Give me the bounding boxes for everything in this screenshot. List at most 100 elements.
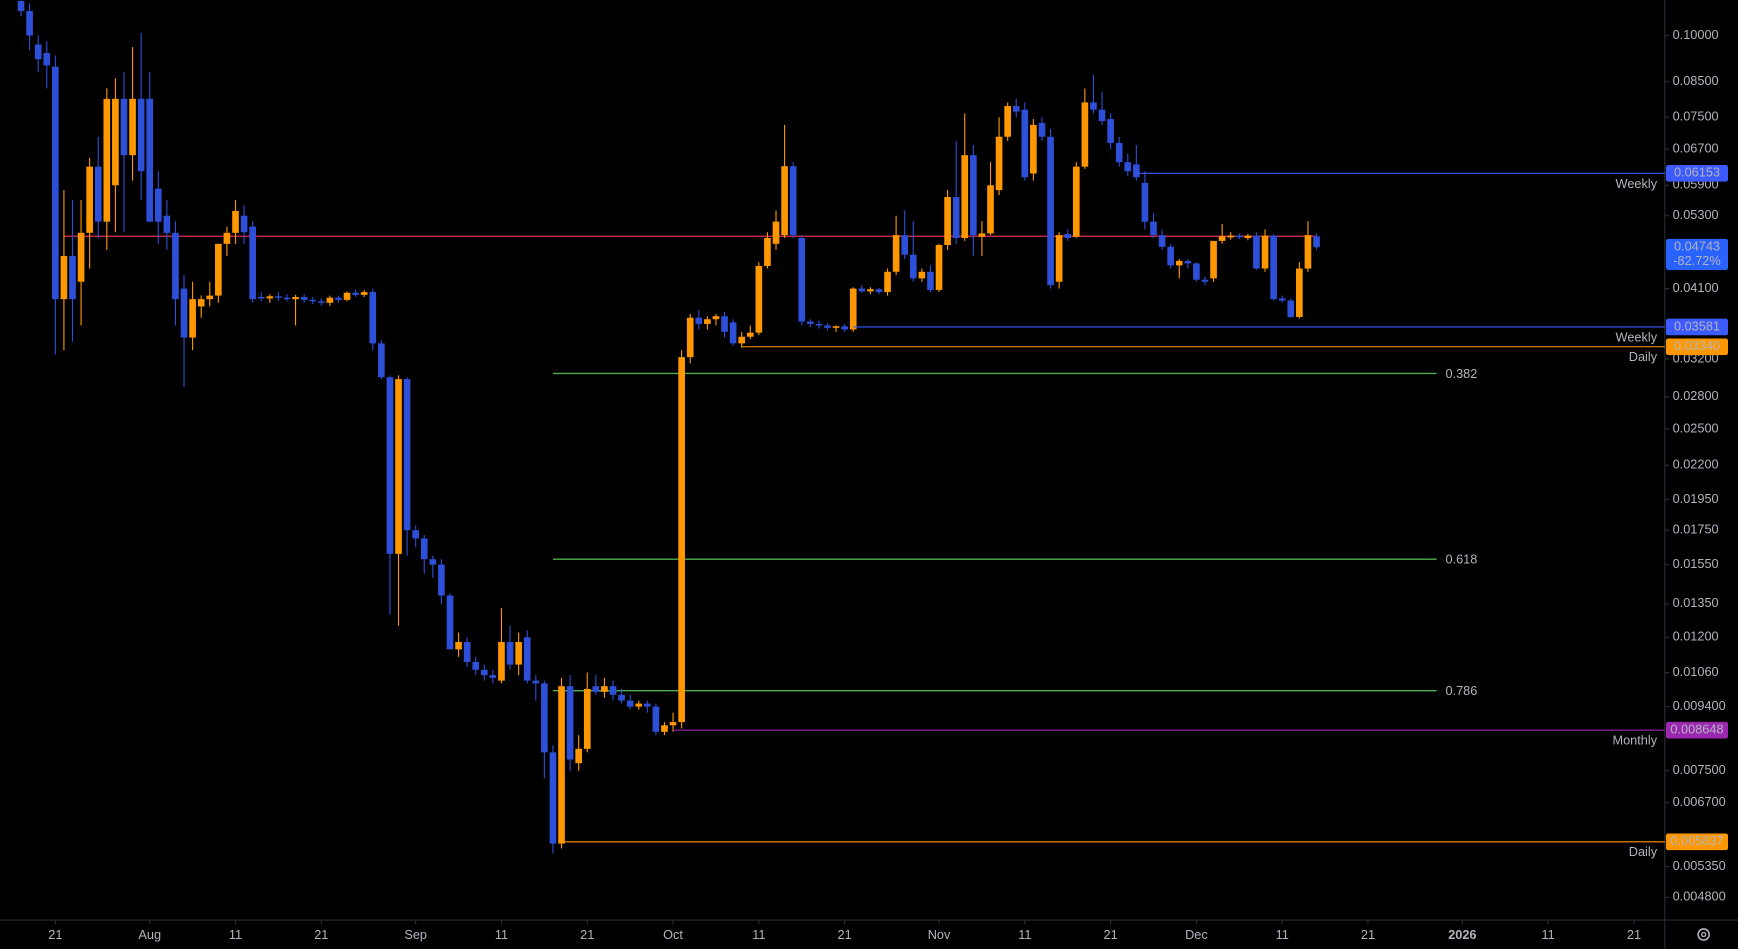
- candle-body: [463, 642, 471, 662]
- level-name: Daily: [1629, 844, 1658, 859]
- candle-body: [52, 66, 59, 300]
- level-name: Monthly: [1612, 733, 1657, 748]
- candle-body: [944, 197, 951, 246]
- candle-body: [43, 53, 51, 66]
- candle-body: [240, 215, 248, 233]
- candle-body: [755, 265, 763, 333]
- candle-body: [335, 297, 342, 300]
- y-tick-label: 0.01350: [1673, 595, 1719, 610]
- candle-body: [77, 232, 85, 282]
- candle-body: [249, 226, 256, 300]
- candle-body: [721, 316, 728, 332]
- x-tick-label: Nov: [928, 927, 951, 942]
- candle-body: [875, 289, 883, 293]
- candle-body: [232, 210, 239, 233]
- candle-body: [807, 321, 814, 324]
- x-tick-label: Sep: [404, 927, 427, 942]
- candle-body: [867, 289, 874, 292]
- candle-body: [395, 379, 402, 554]
- candle-body: [197, 299, 205, 307]
- candle-body: [309, 299, 317, 302]
- y-tick-label: 0.08500: [1673, 73, 1719, 88]
- x-tick-label: 11: [495, 927, 508, 942]
- candle-body: [643, 703, 651, 707]
- candle-body: [343, 292, 351, 300]
- candle-body: [206, 295, 214, 300]
- candle-body: [369, 292, 377, 344]
- candle-body: [909, 254, 917, 279]
- candle-body: [292, 297, 299, 300]
- candle-body: [601, 686, 608, 692]
- candle-body: [772, 221, 780, 244]
- y-tick-label: 0.004800: [1673, 889, 1726, 904]
- candle-body: [129, 98, 136, 156]
- last-price-tag-box: [1665, 238, 1729, 270]
- candle-body: [326, 297, 334, 303]
- x-tick-label: 2026: [1448, 927, 1476, 942]
- x-tick-label: 21: [48, 927, 62, 942]
- candle-body: [1038, 122, 1046, 137]
- level-price-tag: 0.008648: [1670, 722, 1723, 737]
- y-tick-label: 0.01750: [1673, 522, 1719, 537]
- candle-body: [163, 215, 171, 233]
- candle-body: [1235, 235, 1243, 238]
- candle-body: [403, 379, 411, 531]
- level-price-tag: 0.005837: [1670, 833, 1723, 848]
- candle-body: [1253, 235, 1260, 269]
- settings-gear-hub[interactable]: [1700, 931, 1707, 938]
- candle-body: [1021, 109, 1029, 178]
- y-tick-label: 0.01550: [1673, 556, 1719, 571]
- candle-body: [69, 255, 76, 300]
- candle-body: [532, 680, 540, 684]
- fib-label: 0.382: [1445, 366, 1477, 381]
- fib-label: 0.786: [1445, 683, 1477, 698]
- candle-body: [1012, 106, 1020, 112]
- candle-body: [515, 642, 522, 665]
- candle-body: [764, 237, 771, 266]
- candle-body: [257, 297, 265, 299]
- candle-body: [1090, 102, 1097, 110]
- candle-body: [86, 166, 93, 233]
- candle-body: [858, 288, 866, 292]
- y-tick-label: 0.04100: [1673, 280, 1719, 295]
- x-tick-label: 11: [752, 927, 765, 942]
- candle-body: [575, 748, 583, 764]
- candle-body: [695, 317, 703, 324]
- candle-body: [712, 316, 720, 320]
- candle-body: [849, 288, 857, 330]
- settings-icon[interactable]: [1697, 928, 1710, 941]
- last-price-change: -82.72%: [1673, 253, 1720, 268]
- y-tick-label: 0.05300: [1673, 207, 1719, 222]
- level-name: Weekly: [1616, 329, 1658, 344]
- last-price-tag: 0.04743: [1674, 239, 1720, 254]
- candle-body: [884, 271, 891, 293]
- x-tick-label: 21: [314, 927, 328, 942]
- candle-body: [566, 686, 574, 760]
- candle-body: [661, 725, 668, 732]
- candle-body: [455, 642, 462, 650]
- candle-body: [1107, 119, 1114, 143]
- candle-body: [1270, 235, 1277, 300]
- candle-body: [781, 166, 788, 236]
- settings-gear[interactable]: [1697, 928, 1710, 941]
- level-price-tag-box: [1665, 165, 1729, 182]
- y-tick-label: 0.10000: [1673, 27, 1719, 42]
- candle-body: [901, 235, 909, 255]
- candle-body: [1167, 246, 1174, 266]
- candle-body: [1261, 235, 1269, 269]
- candles: [17, 0, 1320, 854]
- candle-body: [352, 292, 359, 295]
- candle-body: [1313, 236, 1320, 248]
- candle-body: [549, 752, 557, 844]
- y-tick-label: 0.009400: [1673, 698, 1726, 713]
- candle-body: [635, 703, 643, 707]
- candle-body: [215, 243, 222, 296]
- level-price-tag-box: [1665, 721, 1729, 739]
- candle-body: [180, 288, 188, 338]
- candle-body: [927, 271, 934, 290]
- x-tick-label: 11: [1542, 927, 1555, 942]
- candle-body: [541, 683, 548, 753]
- level-price-tag: 0.06153: [1674, 165, 1720, 180]
- candle-body: [789, 166, 797, 236]
